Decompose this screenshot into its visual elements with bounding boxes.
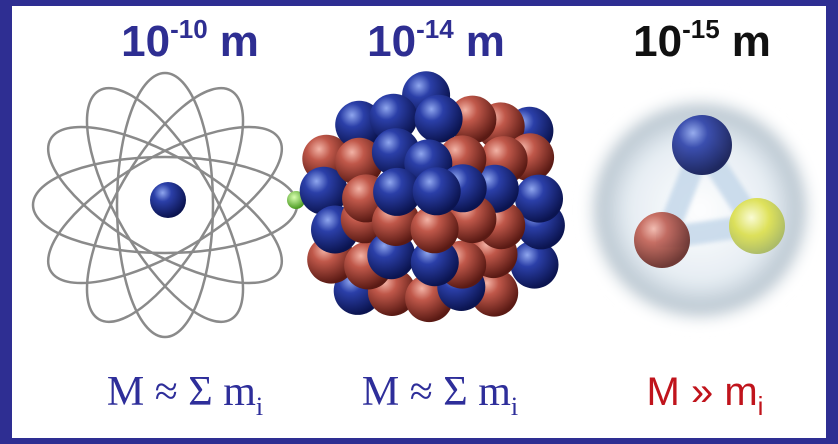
mass-formula: M ≈ Σ mi [107, 369, 263, 421]
mass-formula: M ≈ Σ mi [362, 369, 518, 421]
subscript: i [758, 391, 764, 421]
atomic-nucleus [150, 182, 186, 218]
base: 10 [633, 17, 682, 66]
neutron [299, 166, 348, 215]
orbit [46, 125, 284, 285]
formula-text: M » m [647, 370, 758, 414]
base: 10 [121, 17, 170, 66]
exponent: -14 [416, 14, 454, 44]
exponent: -15 [682, 14, 720, 44]
proton [335, 137, 384, 186]
neutron [510, 240, 559, 289]
unit: m [466, 17, 505, 66]
nucleus-illustration [299, 71, 565, 323]
quark-red [634, 212, 690, 268]
neutron [414, 94, 463, 143]
proton-illustration [582, 92, 818, 328]
subscript: i [256, 392, 263, 421]
formula-text: M ≈ Σ m [362, 369, 511, 415]
orbit [115, 71, 215, 339]
base: 10 [367, 17, 416, 66]
orbit [85, 86, 245, 324]
quark-yellow [729, 198, 785, 254]
proton [410, 205, 459, 254]
scale-label: 10-15 m [633, 14, 771, 66]
formula-text: M ≈ Σ m [107, 369, 256, 415]
scale-label: 10-14 m [367, 14, 505, 66]
neutron [515, 174, 563, 223]
orbit [46, 125, 284, 285]
unit: m [220, 17, 259, 66]
subscript: i [511, 392, 518, 421]
mass-formula: M » mi [647, 370, 764, 421]
neutron [410, 238, 459, 287]
scale-label: 10-10 m [121, 14, 259, 66]
glow [582, 92, 818, 328]
orbit [85, 86, 245, 324]
quark-blue [672, 115, 732, 175]
neutron [373, 167, 422, 216]
neutron [412, 167, 461, 216]
proton [448, 95, 497, 144]
exponent: -10 [170, 14, 208, 44]
neutron [369, 93, 418, 142]
unit: m [732, 17, 771, 66]
